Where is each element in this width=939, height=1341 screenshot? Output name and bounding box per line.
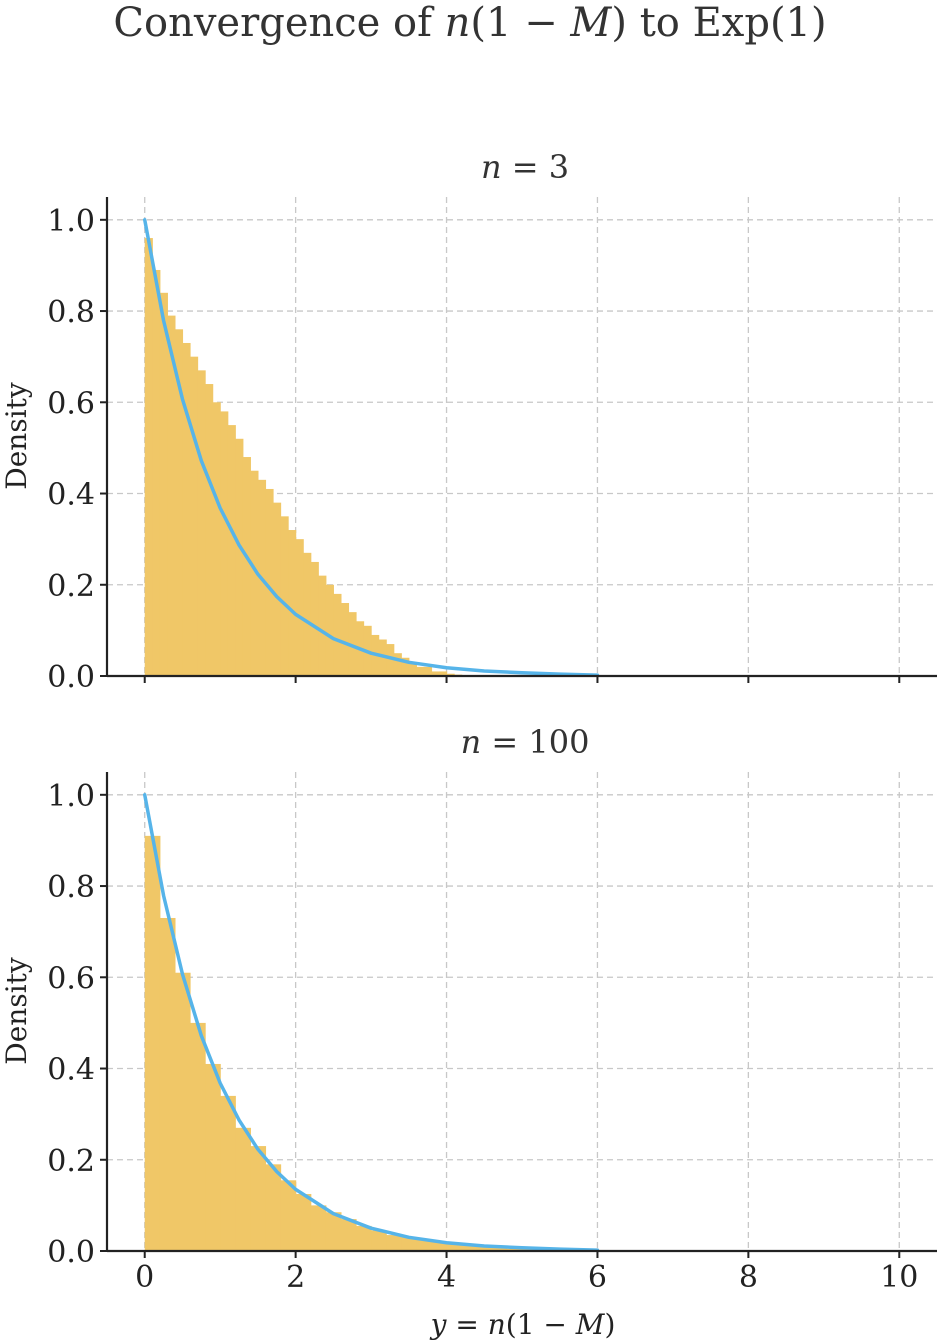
- histogram-bar: [144, 835, 161, 1251]
- histogram-bar: [280, 1180, 297, 1251]
- x-tick-label: 6: [588, 1260, 607, 1295]
- y-axis-title: Density: [0, 382, 33, 490]
- histogram-bar: [310, 561, 319, 676]
- density-curve: [142, 793, 600, 1252]
- histogram-bar: [182, 342, 191, 676]
- y-axis-title: Density: [0, 957, 33, 1065]
- panel-title: n = 3: [481, 148, 569, 186]
- x-tick-label: 10: [880, 1260, 918, 1295]
- histogram-bar: [174, 329, 184, 676]
- histogram-bar: [303, 552, 312, 676]
- histogram-bar: [212, 402, 221, 676]
- y-tick-label: 0.2: [47, 569, 95, 604]
- histogram-bar: [348, 612, 357, 676]
- histogram-bar: [273, 502, 282, 676]
- histogram-bar: [265, 488, 274, 676]
- histogram-bar: [197, 370, 206, 676]
- histogram-bar: [446, 1244, 463, 1251]
- histogram-bar: [295, 1193, 312, 1251]
- histogram-bar: [167, 315, 176, 676]
- histogram-bar: [227, 425, 236, 676]
- histogram-bar: [371, 1230, 387, 1251]
- histogram-bar: [416, 666, 425, 676]
- x-tick-label: 8: [739, 1260, 758, 1295]
- x-tick-label: 4: [437, 1260, 456, 1295]
- histogram-bar: [401, 1237, 417, 1251]
- histogram-bar: [159, 292, 168, 676]
- histogram-bar: [325, 584, 334, 676]
- y-tick-label: 1.0: [47, 204, 95, 239]
- histogram-bar: [401, 657, 410, 676]
- x-axis-title: y = n(1 − M): [429, 1308, 616, 1341]
- y-tick-label: 0.0: [47, 1235, 95, 1270]
- histogram-bar: [220, 411, 229, 676]
- x-tick-label: 0: [135, 1260, 154, 1295]
- y-tick-label: 1.0: [47, 779, 95, 814]
- y-tick-label: 0.8: [47, 295, 95, 330]
- histogram-bar: [220, 1095, 236, 1251]
- y-tick-label: 0.4: [47, 478, 95, 513]
- histogram-bar: [288, 530, 297, 676]
- histogram-bar: [423, 666, 433, 676]
- histogram-bar: [476, 1246, 493, 1251]
- histogram-bar: [242, 457, 251, 676]
- histogram-bar: [310, 1205, 327, 1251]
- histogram-bar: [235, 1127, 251, 1251]
- histogram-bar: [295, 539, 304, 676]
- y-tick-label: 0.8: [47, 870, 95, 905]
- histogram-bar: [340, 1219, 357, 1251]
- y-tick-label: 0.2: [47, 1144, 95, 1179]
- histogram-bar: [318, 575, 327, 676]
- histogram-bar: [265, 1164, 282, 1251]
- histogram-bar: [393, 653, 402, 676]
- histogram-bar: [280, 516, 289, 676]
- histogram-bar: [190, 356, 199, 676]
- histogram-bar: [235, 438, 244, 676]
- panel-title: n = 100: [461, 723, 590, 761]
- histogram-bar: [190, 1022, 206, 1251]
- histogram-bar: [439, 671, 448, 676]
- histogram-bar: [416, 1239, 433, 1251]
- histogram-bar: [152, 269, 161, 676]
- histogram-bar: [446, 673, 455, 676]
- histogram-bar: [205, 384, 214, 676]
- x-tick-label: 2: [286, 1260, 305, 1295]
- histogram-bar: [461, 1245, 478, 1251]
- histogram-bar: [491, 1247, 508, 1251]
- histogram-bar: [144, 238, 153, 677]
- histogram-bar: [333, 593, 342, 676]
- y-tick-label: 0.6: [47, 961, 95, 996]
- histogram-bar: [356, 1225, 372, 1251]
- y-tick-label: 0.4: [47, 1053, 95, 1088]
- histogram-bar: [159, 917, 176, 1251]
- histogram-bar: [431, 1241, 448, 1251]
- histogram-bar: [386, 1235, 402, 1251]
- histogram-bar: [174, 972, 191, 1251]
- figure-title: Convergence of n(1 − M) to Exp(1): [113, 0, 826, 46]
- histogram-bar: [250, 1146, 267, 1251]
- histogram-bar: [408, 662, 417, 676]
- histogram-bar: [205, 1063, 221, 1251]
- density-curve: [142, 218, 600, 677]
- histogram-bar: [431, 671, 440, 676]
- panel-n3: n = 3 0.0 0.2 0.4 0.6 0.8 1.0 Density: [0, 148, 937, 695]
- y-tick-label: 0.0: [47, 660, 95, 695]
- y-tick-label: 0.6: [47, 386, 95, 421]
- panel-n100: n = 100 0.0 0.2 0.4 0.6 0.8 1.0 0 2 4 6 8 10 Density: [0, 723, 937, 1295]
- histogram-bar: [340, 603, 350, 676]
- histogram-bar: [325, 1212, 342, 1251]
- histogram-bar: [250, 470, 259, 676]
- histogram-bar: [506, 1248, 523, 1251]
- histogram-bar: [386, 644, 395, 676]
